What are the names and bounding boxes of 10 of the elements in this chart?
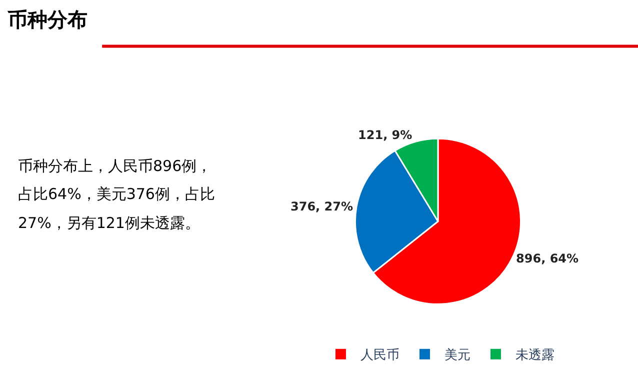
data-label: 376, 27% <box>290 200 354 214</box>
legend-label: 人民币 <box>360 348 400 364</box>
text: 币种分布 <box>6 7 88 32</box>
text: 27%，另有121例未透露。 <box>18 214 200 232</box>
text: 币种分布上，人民币896例， <box>18 157 212 175</box>
data-label: 896, 64% <box>516 252 579 266</box>
legend-label: 美元 <box>444 347 471 364</box>
data-label: 121, 9% <box>358 128 412 142</box>
legend-label: 未透露 <box>516 348 555 364</box>
text: 占比64%，美元376例，占比 <box>18 185 215 203</box>
